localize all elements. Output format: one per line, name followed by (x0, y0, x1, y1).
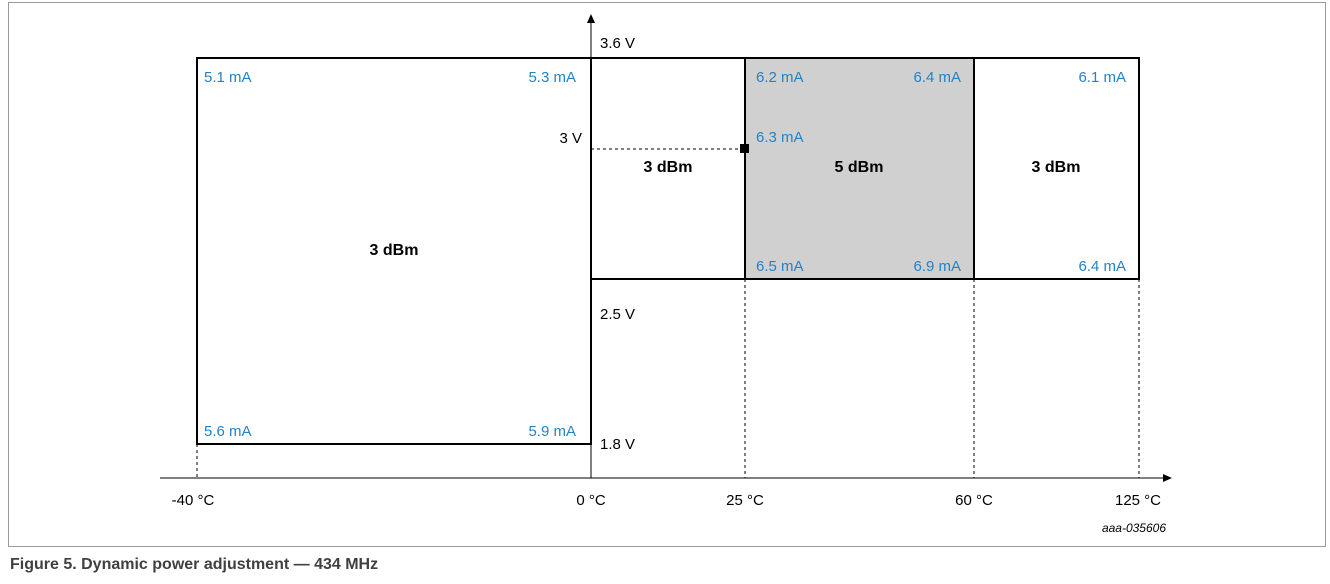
figure-reference-id: aaa-035606 (1102, 521, 1166, 535)
y-axis-arrow (587, 14, 595, 23)
figure-frame (8, 2, 1326, 547)
region-warm-box (590, 57, 1140, 280)
current-label: 6.5 mA (756, 258, 804, 275)
operating-point-marker (740, 144, 749, 153)
power-label-60-125c: 3 dBm (1032, 159, 1081, 176)
y-tick-3v: 3 V (559, 130, 582, 147)
current-label: 6.4 mA (1078, 258, 1126, 275)
current-label: 6.2 mA (756, 69, 804, 86)
figure-caption: Figure 5. Dynamic power adjustment — 434… (10, 556, 379, 573)
power-label-cold: 3 dBm (370, 242, 419, 259)
current-label: 6.3 mA (756, 129, 804, 146)
region-5dbm-shading (745, 58, 974, 279)
current-label: 6.9 mA (913, 258, 961, 275)
current-label: 6.4 mA (913, 69, 961, 86)
current-label: 5.1 mA (204, 69, 252, 86)
x-tick-0c: 0 °C (576, 492, 606, 509)
power-label-0-25c: 3 dBm (644, 159, 693, 176)
x-tick-minus40: -40 °C (172, 492, 215, 509)
current-label: 5.3 mA (528, 69, 576, 86)
current-label: 5.9 mA (528, 423, 576, 440)
y-tick-2-5v: 2.5 V (600, 306, 635, 323)
x-tick-25c: 25 °C (726, 492, 764, 509)
y-tick-1-8v: 1.8 V (600, 436, 635, 453)
current-label: 5.6 mA (204, 423, 252, 440)
power-label-25-60c: 5 dBm (835, 159, 884, 176)
dashed-guides (196, 148, 1140, 478)
x-tick-60c: 60 °C (955, 492, 993, 509)
y-tick-3-6v: 3.6 V (600, 35, 635, 52)
x-tick-125c: 125 °C (1115, 492, 1161, 509)
region-borders (196, 57, 1140, 445)
x-axis-arrow (1163, 474, 1172, 482)
current-label: 6.1 mA (1078, 69, 1126, 86)
